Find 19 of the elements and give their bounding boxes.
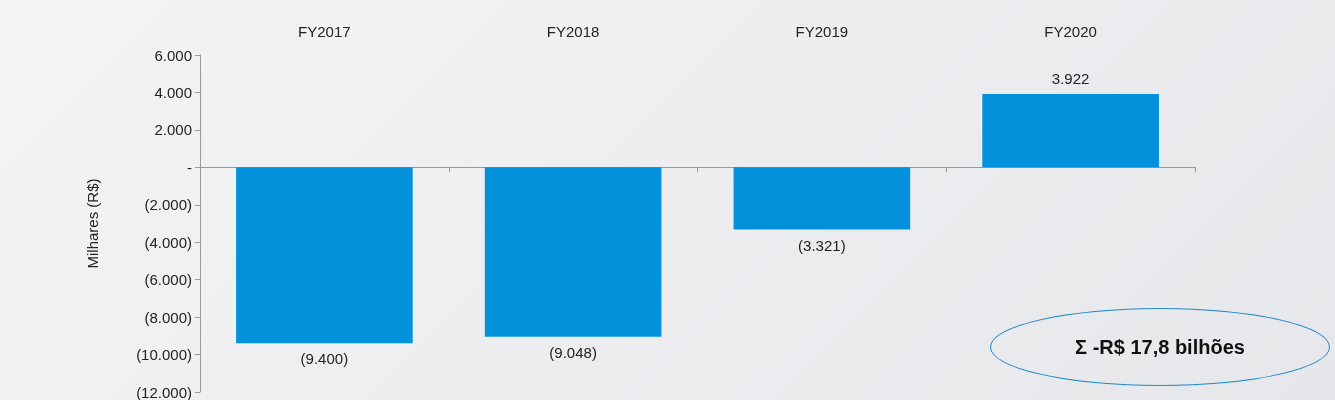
y-tick-label: (2.000) xyxy=(144,196,192,214)
y-tick-label: (4.000) xyxy=(144,233,192,251)
x-tick-label: FY2017 xyxy=(298,23,351,40)
y-tick-label: 4.000 xyxy=(154,83,192,101)
y-tick-label: (12.000) xyxy=(136,383,192,400)
x-tick-label: FY2020 xyxy=(1044,23,1097,40)
y-tick-label: (10.000) xyxy=(136,346,192,364)
y-tick-label: 2.000 xyxy=(154,121,192,139)
y-tick-label: (6.000) xyxy=(144,271,192,289)
y-tick-label: (8.000) xyxy=(144,308,192,326)
data-label: 3.922 xyxy=(1051,69,1090,87)
x-tick-label: FY2019 xyxy=(795,23,849,40)
data-label: (9.048) xyxy=(549,343,597,361)
x-tick-label: FY2018 xyxy=(546,23,600,40)
data-label: (3.321) xyxy=(798,236,846,254)
data-label: (9.400) xyxy=(300,350,349,368)
y-tick-label: - xyxy=(187,158,192,176)
y-tick-label: 6.000 xyxy=(154,46,192,64)
y-axis-title: Milhares (R$) xyxy=(84,178,101,269)
